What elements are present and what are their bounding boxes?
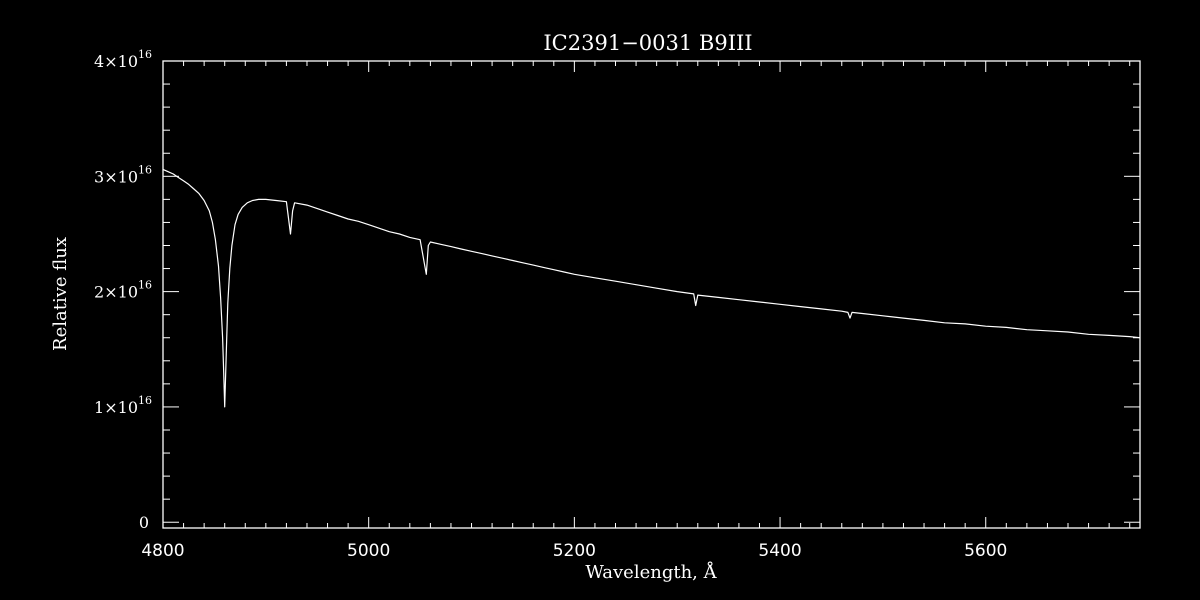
y-tick-label: 4×10 — [94, 52, 138, 71]
y-tick-label: 1×10 — [94, 398, 138, 417]
spectrum-line — [162, 168, 1141, 408]
y-tick-exponent: 16 — [138, 279, 152, 292]
x-tick-labels: 4800 5000 5200 5400 5600 — [141, 541, 1007, 561]
y-tick-exponent: 16 — [138, 394, 152, 407]
y-tick-label: 0 — [139, 513, 149, 532]
x-axis-label: Wavelength, Å — [585, 561, 717, 583]
x-tick-label: 5400 — [758, 541, 801, 561]
x-tick-label: 5200 — [553, 541, 596, 561]
y-tick-exponent: 16 — [138, 48, 152, 61]
plot-frame — [162, 60, 1141, 529]
x-tick-label: 5600 — [964, 541, 1007, 561]
y-tick-labels: 01×10 162×10 163×10 164×10 16 — [94, 48, 152, 532]
x-tick-label: 5000 — [347, 541, 390, 561]
axis-ticks — [162, 60, 1140, 528]
chart-title: IC2391−0031 B9III — [543, 31, 752, 55]
y-tick-label: 3×10 — [94, 167, 138, 186]
y-axis-label: Relative flux — [50, 237, 71, 351]
x-tick-label: 4800 — [141, 541, 184, 561]
y-tick-exponent: 16 — [138, 163, 152, 176]
y-tick-label: 2×10 — [94, 283, 138, 302]
